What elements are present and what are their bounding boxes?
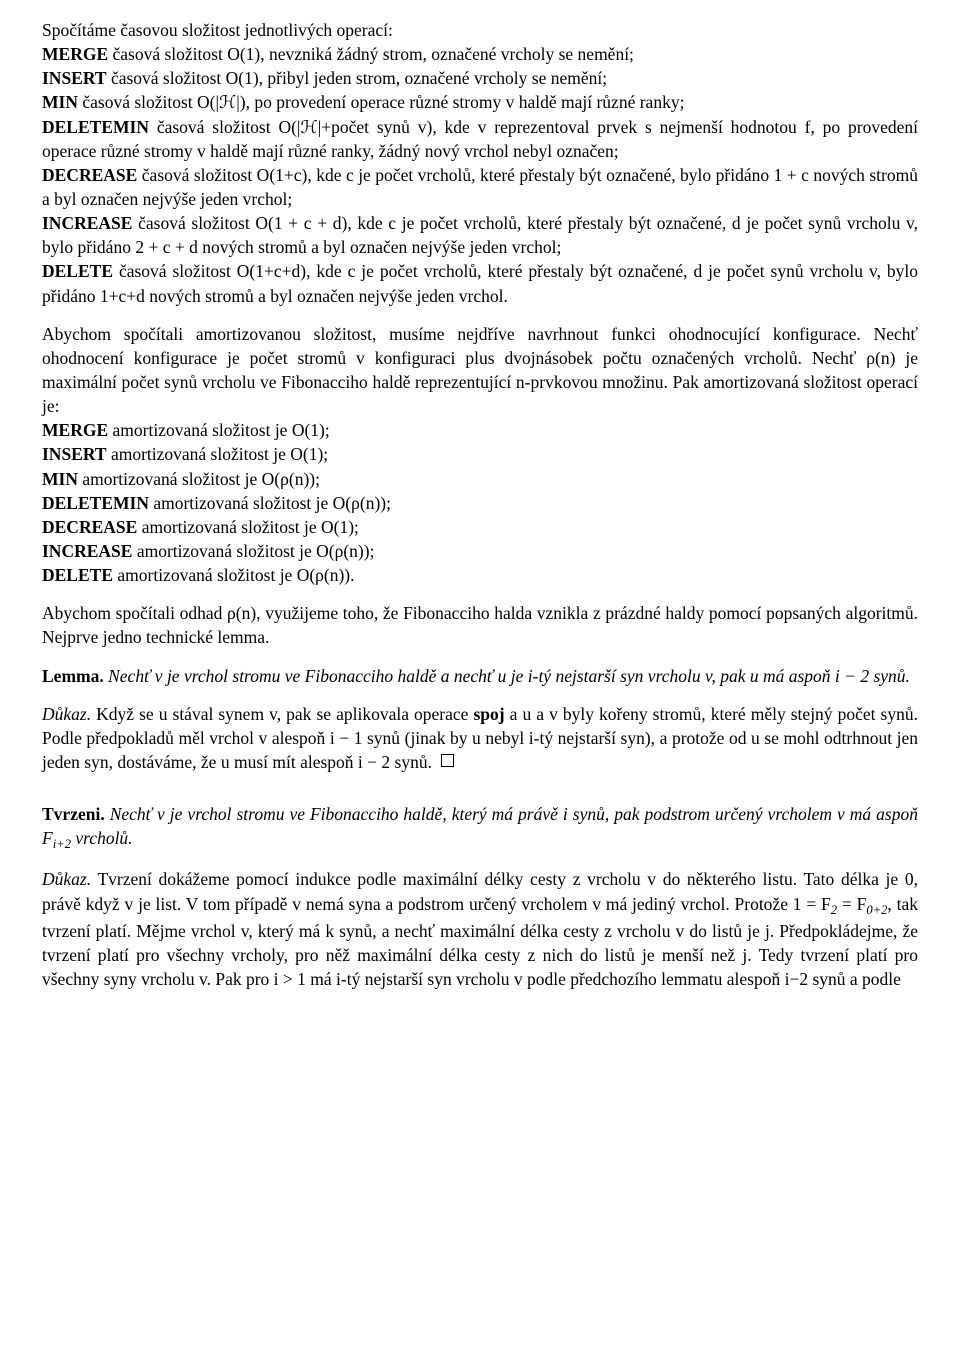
- op-increase: INCREASE časová složitost O(1 + c + d), …: [42, 211, 918, 259]
- tvrzeni-sub: i+2: [53, 837, 71, 851]
- amort-deletemin-label: DELETEMIN: [42, 493, 149, 513]
- amort-increase-label: INCREASE: [42, 541, 132, 561]
- op-merge-text: časová složitost O(1), nevzniká žádný st…: [108, 44, 634, 64]
- qed-icon: [441, 754, 454, 767]
- proof2-sub2: 0+2: [866, 902, 887, 916]
- amort-min-text: amortizovaná složitost je O(ρ(n));: [78, 469, 320, 489]
- proof-lemma: Důkaz. Když se u stával synem v, pak se …: [42, 702, 918, 774]
- op-insert: INSERT časová složitost O(1), přibyl jed…: [42, 66, 918, 90]
- amort-merge: MERGE amortizovaná složitost je O(1);: [42, 418, 918, 442]
- op-deletemin-label: DELETEMIN: [42, 117, 149, 137]
- amort-insert: INSERT amortizovaná složitost je O(1);: [42, 442, 918, 466]
- op-increase-label: INCREASE: [42, 213, 132, 233]
- spoj-word: spoj: [473, 704, 504, 724]
- proof2-mid1: = F: [837, 894, 866, 914]
- amort-decrease-label: DECREASE: [42, 517, 137, 537]
- amort-min: MIN amortizovaná složitost je O(ρ(n));: [42, 467, 918, 491]
- amort-min-label: MIN: [42, 469, 78, 489]
- amort-merge-label: MERGE: [42, 420, 108, 440]
- lemma-label: Lemma.: [42, 666, 104, 686]
- intro-line: Spočítáme časovou složitost jednotlivých…: [42, 18, 918, 42]
- rho-paragraph: Abychom spočítali odhad ρ(n), využijeme …: [42, 601, 918, 649]
- op-merge: MERGE časová složitost O(1), nevzniká žá…: [42, 42, 918, 66]
- amort-delete-label: DELETE: [42, 565, 113, 585]
- proof-pre: Když se u stával synem v, pak se aplikov…: [91, 704, 473, 724]
- amort-merge-text: amortizovaná složitost je O(1);: [108, 420, 330, 440]
- tvrzeni-post: vrcholů.: [71, 828, 133, 848]
- amort-intro: Abychom spočítali amortizovanou složitos…: [42, 322, 918, 419]
- op-deletemin-text: časová složitost O(|ℋ|+počet synů v), kd…: [42, 117, 918, 161]
- amort-delete: DELETE amortizovaná složitost je O(ρ(n))…: [42, 563, 918, 587]
- amort-deletemin: DELETEMIN amortizovaná složitost je O(ρ(…: [42, 491, 918, 515]
- op-increase-text: časová složitost O(1 + c + d), kde c je …: [42, 213, 918, 257]
- amort-increase: INCREASE amortizovaná složitost je O(ρ(n…: [42, 539, 918, 563]
- op-min-label: MIN: [42, 92, 78, 112]
- op-decrease-label: DECREASE: [42, 165, 137, 185]
- proof2-pre: Tvrzení dokážeme pomocí indukce podle ma…: [42, 869, 918, 913]
- tvrzeni-label: Tvrzeni.: [42, 804, 105, 824]
- op-decrease-text: časová složitost O(1+c), kde c je počet …: [42, 165, 918, 209]
- op-insert-label: INSERT: [42, 68, 107, 88]
- proof-label: Důkaz.: [42, 704, 91, 724]
- amort-decrease: DECREASE amortizovaná složitost je O(1);: [42, 515, 918, 539]
- op-min-text: časová složitost O(|ℋ|), po provedení op…: [78, 92, 684, 112]
- op-deletemin: DELETEMIN časová složitost O(|ℋ|+počet s…: [42, 115, 918, 163]
- tvrzeni-statement: Tvrzeni. Nechť v je vrchol stromu ve Fib…: [42, 802, 918, 853]
- lemma-statement: Lemma. Nechť v je vrchol stromu ve Fibon…: [42, 664, 918, 688]
- amort-decrease-text: amortizovaná složitost je O(1);: [137, 517, 359, 537]
- op-delete-text: časová složitost O(1+c+d), kde c je poče…: [42, 261, 918, 305]
- op-merge-label: MERGE: [42, 44, 108, 64]
- op-delete: DELETE časová složitost O(1+c+d), kde c …: [42, 259, 918, 307]
- amort-insert-text: amortizovaná složitost je O(1);: [107, 444, 329, 464]
- op-min: MIN časová složitost O(|ℋ|), po proveden…: [42, 90, 918, 114]
- amort-insert-label: INSERT: [42, 444, 107, 464]
- op-decrease: DECREASE časová složitost O(1+c), kde c …: [42, 163, 918, 211]
- amort-deletemin-text: amortizovaná složitost je O(ρ(n));: [149, 493, 391, 513]
- proof-tvrzeni: Důkaz. Tvrzení dokážeme pomocí indukce p…: [42, 867, 918, 991]
- tvrzeni-pre: Nechť v je vrchol stromu ve Fibonacciho …: [42, 804, 918, 848]
- amort-increase-text: amortizovaná složitost je O(ρ(n));: [132, 541, 374, 561]
- op-delete-label: DELETE: [42, 261, 113, 281]
- proof2-label: Důkaz.: [42, 869, 91, 889]
- op-insert-text: časová složitost O(1), přibyl jeden stro…: [107, 68, 608, 88]
- lemma-text: Nechť v je vrchol stromu ve Fibonacciho …: [104, 666, 910, 686]
- amort-delete-text: amortizovaná složitost je O(ρ(n)).: [113, 565, 355, 585]
